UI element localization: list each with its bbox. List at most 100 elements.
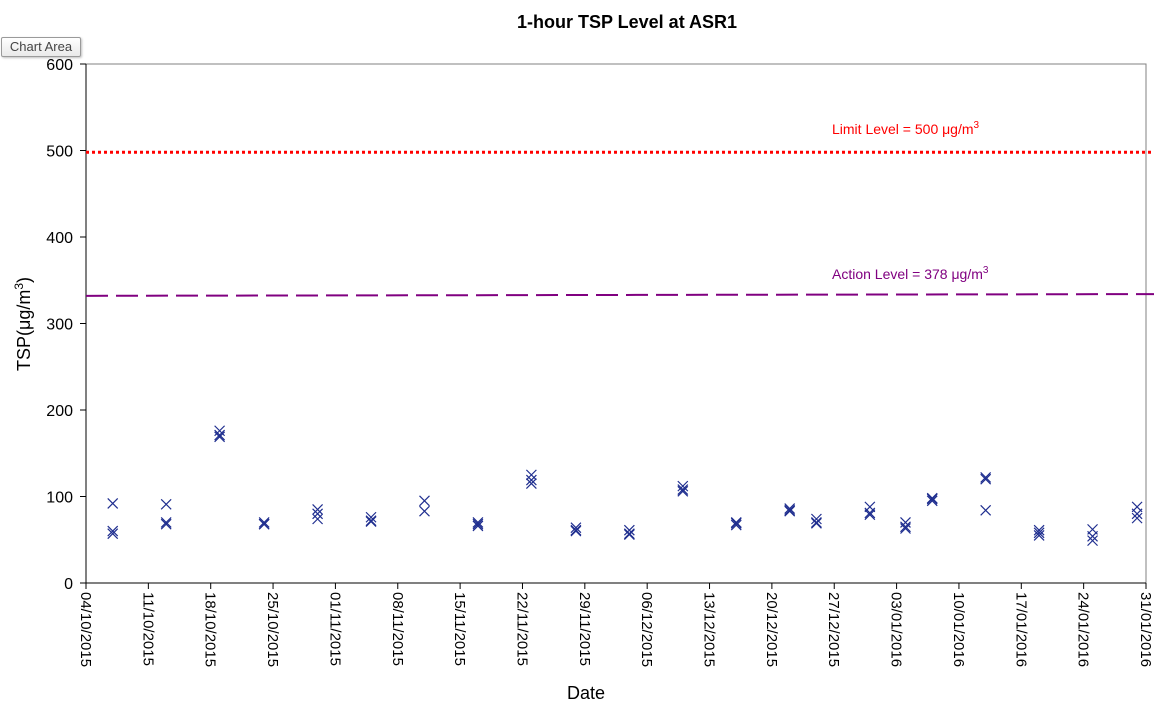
data-point	[980, 473, 992, 485]
data-point	[1131, 512, 1143, 524]
data-point	[570, 522, 582, 534]
data-point	[980, 472, 992, 483]
data-point	[525, 469, 537, 481]
data-point	[419, 495, 430, 507]
y-tick-label: 300	[46, 317, 73, 334]
action-level-label: Action Level = 378 μg/m3	[832, 265, 989, 282]
data-point	[900, 523, 911, 534]
data-point	[1087, 530, 1098, 542]
y-tick-label: 200	[46, 403, 73, 420]
data-point	[730, 519, 742, 531]
x-tick-label: 08/11/2015	[389, 592, 406, 666]
x-tick-label: 18/10/2015	[202, 592, 219, 667]
x-tick-label: 25/10/2015	[264, 592, 281, 667]
data-point	[1033, 527, 1045, 539]
x-tick-label: 24/01/2016	[1075, 592, 1092, 667]
data-point	[784, 505, 796, 517]
data-point	[900, 521, 911, 533]
data-point	[864, 507, 876, 519]
y-axis-label-sup: 3	[12, 283, 26, 290]
plot-area	[85, 63, 1147, 584]
data-point	[214, 429, 226, 441]
data-point	[570, 525, 582, 537]
data-point	[730, 517, 742, 529]
limit-level-label-sup: 3	[974, 120, 980, 131]
x-tick-label: 20/12/2015	[763, 592, 780, 667]
y-tick-label: 500	[46, 144, 73, 161]
x-tick-label: 01/11/2015	[326, 592, 343, 666]
data-point	[107, 528, 119, 540]
data-point	[312, 508, 324, 520]
data-point	[107, 525, 119, 537]
x-tick-label: 04/10/2015	[77, 592, 94, 667]
data-point	[1087, 535, 1098, 547]
y-tick-label: 600	[46, 57, 73, 74]
data-point	[1033, 524, 1045, 536]
data-point	[784, 503, 796, 515]
data-point	[419, 505, 430, 517]
x-tick-label: 10/01/2016	[950, 592, 967, 667]
x-tick-label: 27/12/2015	[825, 592, 842, 667]
data-point	[472, 517, 484, 528]
limit-level-label: Limit Level = 500 μg/m3	[832, 120, 980, 137]
data-point	[525, 478, 537, 489]
data-point	[365, 515, 377, 527]
data-point	[677, 484, 689, 496]
chart-title: 1-hour TSP Level at ASR1	[517, 12, 737, 32]
y-tick-label: 400	[46, 230, 73, 247]
data-point	[472, 520, 484, 532]
x-tick-label: 13/12/2015	[701, 592, 718, 667]
data-point	[472, 518, 484, 530]
data-point	[312, 513, 324, 525]
data-points	[107, 425, 1143, 547]
x-axis: 04/10/2015 11/10/2015 18/10/2015 25/10/2015…	[77, 582, 1154, 667]
data-point	[623, 528, 635, 540]
data-point	[730, 517, 742, 528]
data-point	[810, 513, 822, 525]
action-level-label-sup: 3	[983, 265, 989, 276]
data-point	[810, 517, 822, 528]
data-point	[926, 495, 938, 507]
data-point	[365, 516, 377, 528]
y-axis-label-main: TSP(μg/m	[14, 290, 34, 371]
x-tick-label: 17/01/2016	[1012, 592, 1029, 667]
x-axis-label: Date	[567, 683, 605, 703]
x-tick-label: 03/01/2016	[888, 592, 905, 667]
y-axis-label-close: )	[14, 277, 34, 283]
data-point	[160, 517, 172, 528]
data-point	[677, 480, 689, 492]
x-tick-label: 15/11/2015	[451, 592, 468, 666]
action-level-line	[85, 293, 1155, 297]
data-point	[926, 492, 938, 504]
data-point	[365, 511, 377, 523]
data-point	[623, 529, 635, 540]
data-point	[980, 504, 992, 516]
x-tick-label: 06/12/2015	[638, 592, 655, 667]
data-point	[570, 524, 582, 536]
y-tick-label: 0	[64, 576, 73, 593]
data-point	[784, 504, 796, 516]
y-axis: 0 100 200 300 400 500 600	[46, 57, 87, 593]
data-point	[258, 517, 270, 528]
x-tick-label: 31/01/2016	[1137, 592, 1154, 667]
data-point	[864, 509, 876, 521]
data-point	[1033, 530, 1045, 541]
data-point	[312, 504, 324, 515]
data-point	[525, 474, 537, 486]
reference-lines	[85, 150, 1155, 297]
data-point	[160, 518, 172, 530]
chart-area-tag[interactable]: Chart Area	[1, 37, 81, 57]
data-point	[1131, 508, 1143, 520]
y-axis-label: TSP(μg/m3)	[12, 277, 34, 371]
limit-level-label-main: Limit Level = 500 μg/m	[832, 121, 974, 137]
y-tick-label: 100	[46, 490, 73, 507]
x-tick-label: 29/11/2015	[576, 592, 593, 666]
data-point	[623, 524, 635, 536]
data-point	[107, 497, 119, 509]
data-point	[810, 517, 822, 529]
data-point	[160, 498, 172, 510]
x-tick-label: 22/11/2015	[513, 592, 530, 666]
action-level-label-main: Action Level = 378 μg/m	[832, 266, 983, 282]
data-point	[258, 518, 270, 530]
